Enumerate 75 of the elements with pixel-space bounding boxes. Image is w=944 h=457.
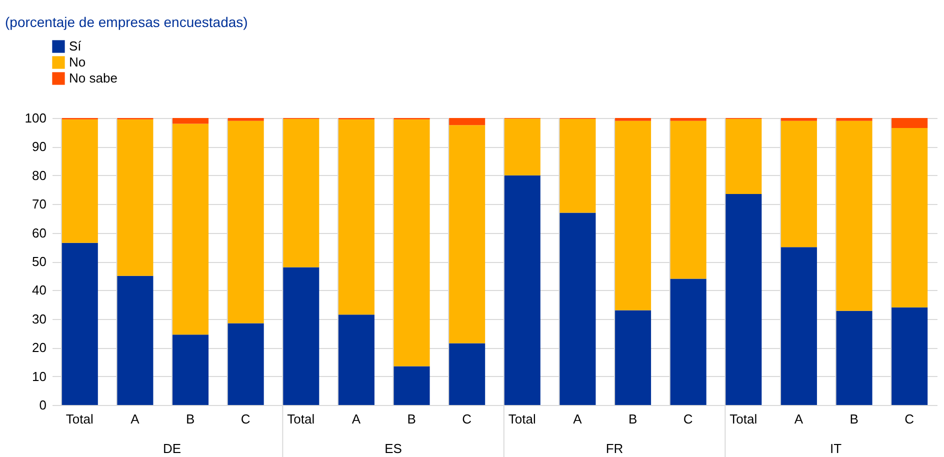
y-tick-label: 10 — [32, 368, 46, 384]
y-tick-label: 90 — [32, 139, 46, 154]
legend-label: No — [69, 54, 86, 70]
y-tick-label: 20 — [32, 340, 46, 356]
bar — [725, 118, 762, 194]
bar — [61, 242, 98, 405]
bar — [172, 118, 209, 124]
text: DE — [162, 441, 182, 456]
x-tick-label: Total — [508, 412, 536, 426]
legend-label: Sí — [69, 38, 82, 54]
bar — [227, 323, 264, 405]
y-tick-label: 0 — [39, 398, 46, 412]
y-tick-label: 70 — [32, 196, 46, 212]
x-tick-label: A — [794, 412, 804, 426]
bar — [725, 194, 762, 405]
x-tick-label: C — [462, 412, 472, 426]
bar — [172, 334, 209, 405]
y-tick-label: 60 — [32, 225, 46, 240]
bar — [504, 118, 540, 176]
bar — [448, 343, 486, 405]
x-tick-label: C — [904, 412, 914, 426]
bar — [448, 125, 486, 344]
y-tick-label: 40 — [32, 282, 46, 298]
bar — [891, 307, 928, 405]
y-tick-label: 80 — [32, 168, 46, 183]
x-tick-label: C — [683, 412, 693, 426]
bar — [780, 247, 817, 405]
y-tick-label: 30 — [32, 311, 46, 326]
bar — [227, 120, 264, 324]
bar — [172, 124, 209, 335]
bar — [891, 128, 928, 308]
bar — [338, 119, 374, 315]
bar — [614, 120, 652, 310]
bar — [614, 310, 652, 405]
x-tick-label: Total — [287, 412, 315, 426]
bar — [670, 120, 706, 279]
bar — [227, 118, 264, 121]
bar — [780, 120, 817, 248]
bar — [116, 119, 154, 276]
bar — [559, 212, 596, 405]
text: IT — [830, 441, 842, 456]
x-tick-label: B — [407, 412, 416, 426]
x-tick-label: B — [186, 412, 195, 426]
bar — [670, 278, 706, 405]
x-tick-label: Total — [730, 412, 758, 426]
y-tick-label: 100 — [24, 110, 46, 126]
x-tick-label: A — [352, 412, 361, 426]
x-tick-label: A — [573, 412, 582, 426]
text: ES — [384, 441, 402, 456]
bar — [614, 118, 652, 121]
legend-label: No sabe — [69, 70, 118, 86]
x-tick-label: B — [628, 412, 638, 426]
text: FR — [606, 441, 624, 456]
bar — [670, 118, 706, 121]
y-tick-label: 50 — [32, 254, 46, 269]
x-tick-label: B — [850, 412, 858, 426]
bar — [116, 276, 154, 405]
bar — [780, 118, 817, 121]
bar — [504, 175, 540, 405]
bar — [836, 118, 872, 121]
bar — [393, 119, 430, 366]
chart-title: (porcentaje de empresas encuestadas) — [5, 14, 248, 30]
bar — [282, 267, 320, 405]
bar — [393, 366, 430, 405]
bar — [282, 118, 320, 268]
bar — [448, 118, 486, 126]
x-tick-label: Total — [66, 412, 94, 426]
bar — [338, 314, 374, 405]
x-tick-label: C — [240, 412, 250, 426]
bar — [559, 118, 596, 213]
x-tick-label: A — [130, 412, 140, 426]
bar — [836, 310, 872, 405]
bar — [61, 119, 98, 243]
bar — [891, 118, 928, 128]
bar — [836, 120, 872, 311]
